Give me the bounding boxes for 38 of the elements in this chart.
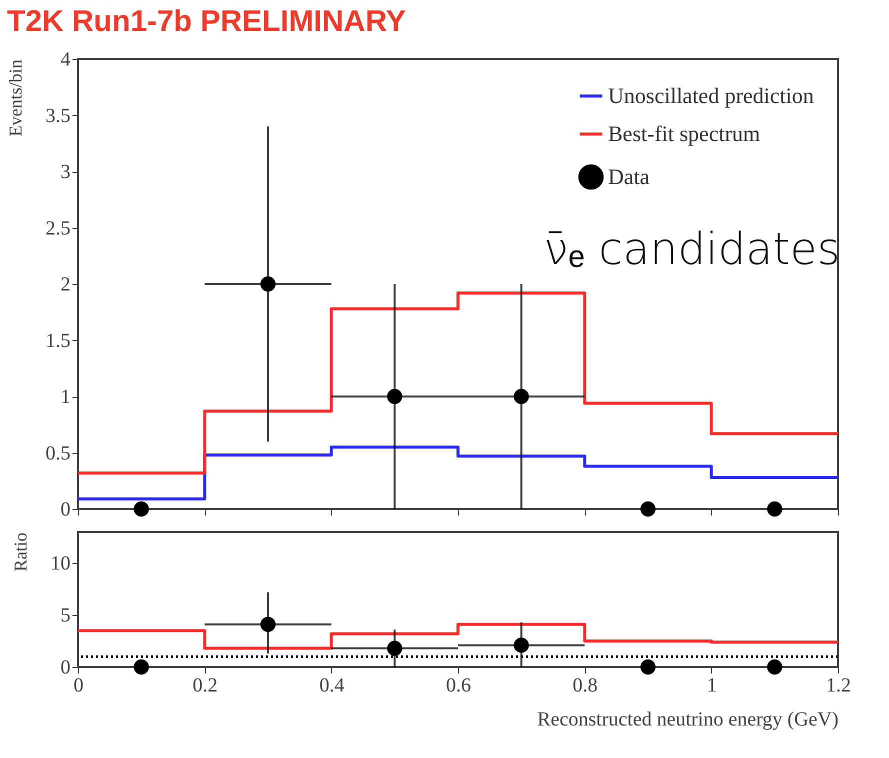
legend-label: Unoscillated prediction: [608, 83, 814, 108]
point: [260, 616, 276, 632]
y-tick-label: 3.5: [46, 104, 70, 127]
x-tick-label: 0.2: [192, 674, 218, 696]
y-axis-title: Events/bin: [6, 60, 26, 136]
x-axis-title: Reconstructed neutrino energy (GeV): [537, 708, 838, 730]
chart-title: T2K Run1-7b PRELIMINARY: [7, 5, 406, 38]
point: [387, 388, 402, 404]
point: [260, 276, 276, 292]
x-tick-label: 1.2: [826, 674, 851, 696]
point: [514, 638, 529, 653]
y-axis-title: Ratio: [10, 532, 30, 572]
legend-label: Data: [608, 164, 650, 189]
y-tick-label: 5: [60, 604, 70, 627]
point: [767, 659, 782, 675]
point: [514, 388, 529, 404]
legend-label: Best-fit spectrum: [608, 121, 760, 146]
y-tick-label: 4: [60, 48, 70, 70]
y-tick-label: 10: [50, 552, 70, 575]
point: [767, 501, 782, 517]
point: [134, 659, 149, 675]
y-tick-label: 2: [60, 274, 70, 296]
y-tick-label: 1: [60, 386, 70, 408]
y-tick-label: 0: [60, 498, 70, 520]
annotation: ν̄ₑ candidates: [544, 224, 840, 275]
point: [640, 659, 656, 675]
y-tick-label: 2.5: [46, 217, 70, 240]
y-tick-label: 1.5: [46, 330, 70, 352]
y-tick-label: 3: [60, 161, 70, 183]
point: [134, 501, 149, 517]
point: [640, 501, 656, 517]
x-tick-label: 0.6: [446, 674, 471, 696]
x-tick-label: 1: [706, 674, 717, 696]
point: [387, 640, 402, 656]
x-tick-label: 0.4: [319, 674, 344, 696]
y-tick-label: 0: [60, 656, 70, 678]
x-tick-label: 0.8: [572, 674, 598, 696]
y-tick-label: 0.5: [46, 442, 70, 464]
